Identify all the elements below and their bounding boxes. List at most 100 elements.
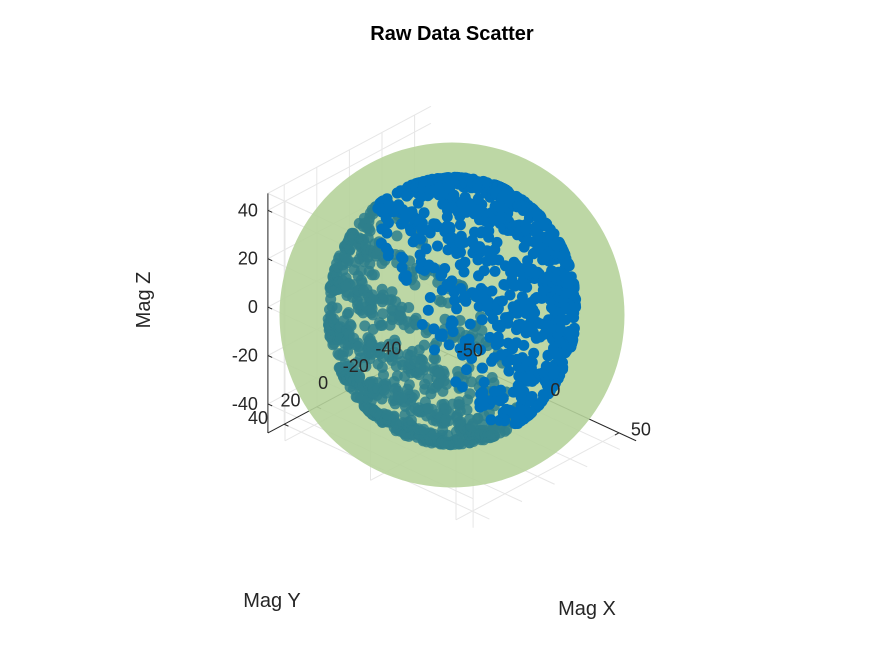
chart-title: Raw Data Scatter	[370, 23, 534, 45]
data-point	[428, 323, 440, 335]
data-point	[456, 381, 468, 393]
data-point	[368, 269, 380, 281]
data-point	[400, 270, 412, 282]
data-point	[498, 279, 510, 290]
data-point	[428, 262, 440, 274]
data-point	[455, 283, 467, 294]
data-point	[449, 295, 461, 306]
data-point	[354, 372, 366, 383]
data-point	[418, 207, 430, 219]
data-point	[343, 307, 355, 318]
data-point	[476, 314, 488, 326]
data-point	[487, 313, 499, 325]
data-point	[477, 362, 488, 374]
data-point	[352, 341, 364, 353]
data-point	[418, 423, 430, 435]
y-tick-label: -20	[343, 356, 369, 376]
data-point	[409, 355, 421, 367]
data-point	[396, 301, 408, 313]
data-point	[446, 232, 458, 243]
data-point	[478, 376, 490, 388]
z-tick-label: 20	[238, 249, 258, 269]
data-point	[440, 413, 452, 425]
data-point	[503, 311, 514, 323]
box-edge	[267, 105, 432, 194]
data-point	[429, 344, 440, 356]
data-point	[560, 272, 571, 284]
data-point	[481, 245, 493, 257]
scatter-points	[322, 171, 582, 451]
data-point	[430, 353, 441, 365]
data-point	[464, 318, 476, 330]
data-point	[429, 218, 441, 230]
data-point	[476, 324, 488, 336]
data-point	[418, 339, 430, 351]
data-point	[537, 218, 549, 230]
data-point	[451, 303, 463, 315]
data-point	[397, 252, 409, 264]
x-tick-label: 0	[550, 380, 560, 400]
data-point	[554, 323, 566, 334]
data-point	[563, 325, 575, 337]
data-point	[460, 364, 472, 376]
data-point	[376, 283, 388, 295]
data-point	[340, 253, 352, 264]
data-point	[381, 409, 393, 421]
data-point	[348, 332, 360, 344]
z-tick	[267, 258, 273, 262]
data-point	[391, 230, 403, 242]
data-point	[428, 428, 440, 440]
data-point	[443, 181, 455, 193]
data-point	[454, 236, 466, 248]
data-point	[516, 280, 528, 292]
data-point	[405, 414, 417, 426]
data-point	[472, 254, 484, 266]
data-point	[515, 391, 527, 403]
data-point	[405, 206, 417, 218]
data-point	[536, 292, 548, 304]
data-point	[461, 404, 473, 416]
data-point	[378, 384, 390, 396]
data-point	[416, 319, 428, 330]
data-point	[386, 286, 398, 298]
data-point	[481, 255, 493, 267]
data-point	[550, 239, 562, 251]
data-point	[452, 366, 464, 377]
data-point	[485, 414, 497, 426]
data-point	[503, 365, 515, 377]
data-point	[381, 227, 393, 239]
data-point	[433, 367, 445, 379]
data-point	[559, 257, 571, 269]
data-point	[530, 267, 542, 279]
data-point	[383, 246, 394, 258]
data-point	[377, 352, 389, 364]
data-point	[398, 319, 410, 331]
data-point	[376, 319, 388, 331]
data-point	[422, 402, 434, 414]
data-point	[375, 341, 387, 353]
data-point	[325, 293, 337, 305]
data-point	[415, 233, 427, 245]
z-tick-label: -40	[232, 394, 258, 414]
data-point	[543, 270, 555, 282]
data-point	[333, 349, 345, 361]
data-point	[344, 243, 356, 255]
data-point	[364, 376, 376, 388]
data-point	[465, 376, 477, 388]
data-point	[344, 319, 356, 330]
data-point	[512, 380, 524, 391]
x-tick	[614, 432, 620, 436]
data-point	[443, 339, 455, 351]
data-point	[489, 265, 501, 277]
z-tick-label: 0	[248, 297, 258, 317]
data-point	[496, 295, 508, 307]
data-point	[491, 236, 503, 248]
data-point	[481, 296, 492, 308]
data-point	[453, 396, 465, 408]
y-tick-label: 40	[248, 408, 268, 428]
data-point	[420, 243, 432, 255]
data-point	[383, 217, 394, 229]
data-point	[355, 274, 367, 286]
data-point	[402, 383, 414, 395]
